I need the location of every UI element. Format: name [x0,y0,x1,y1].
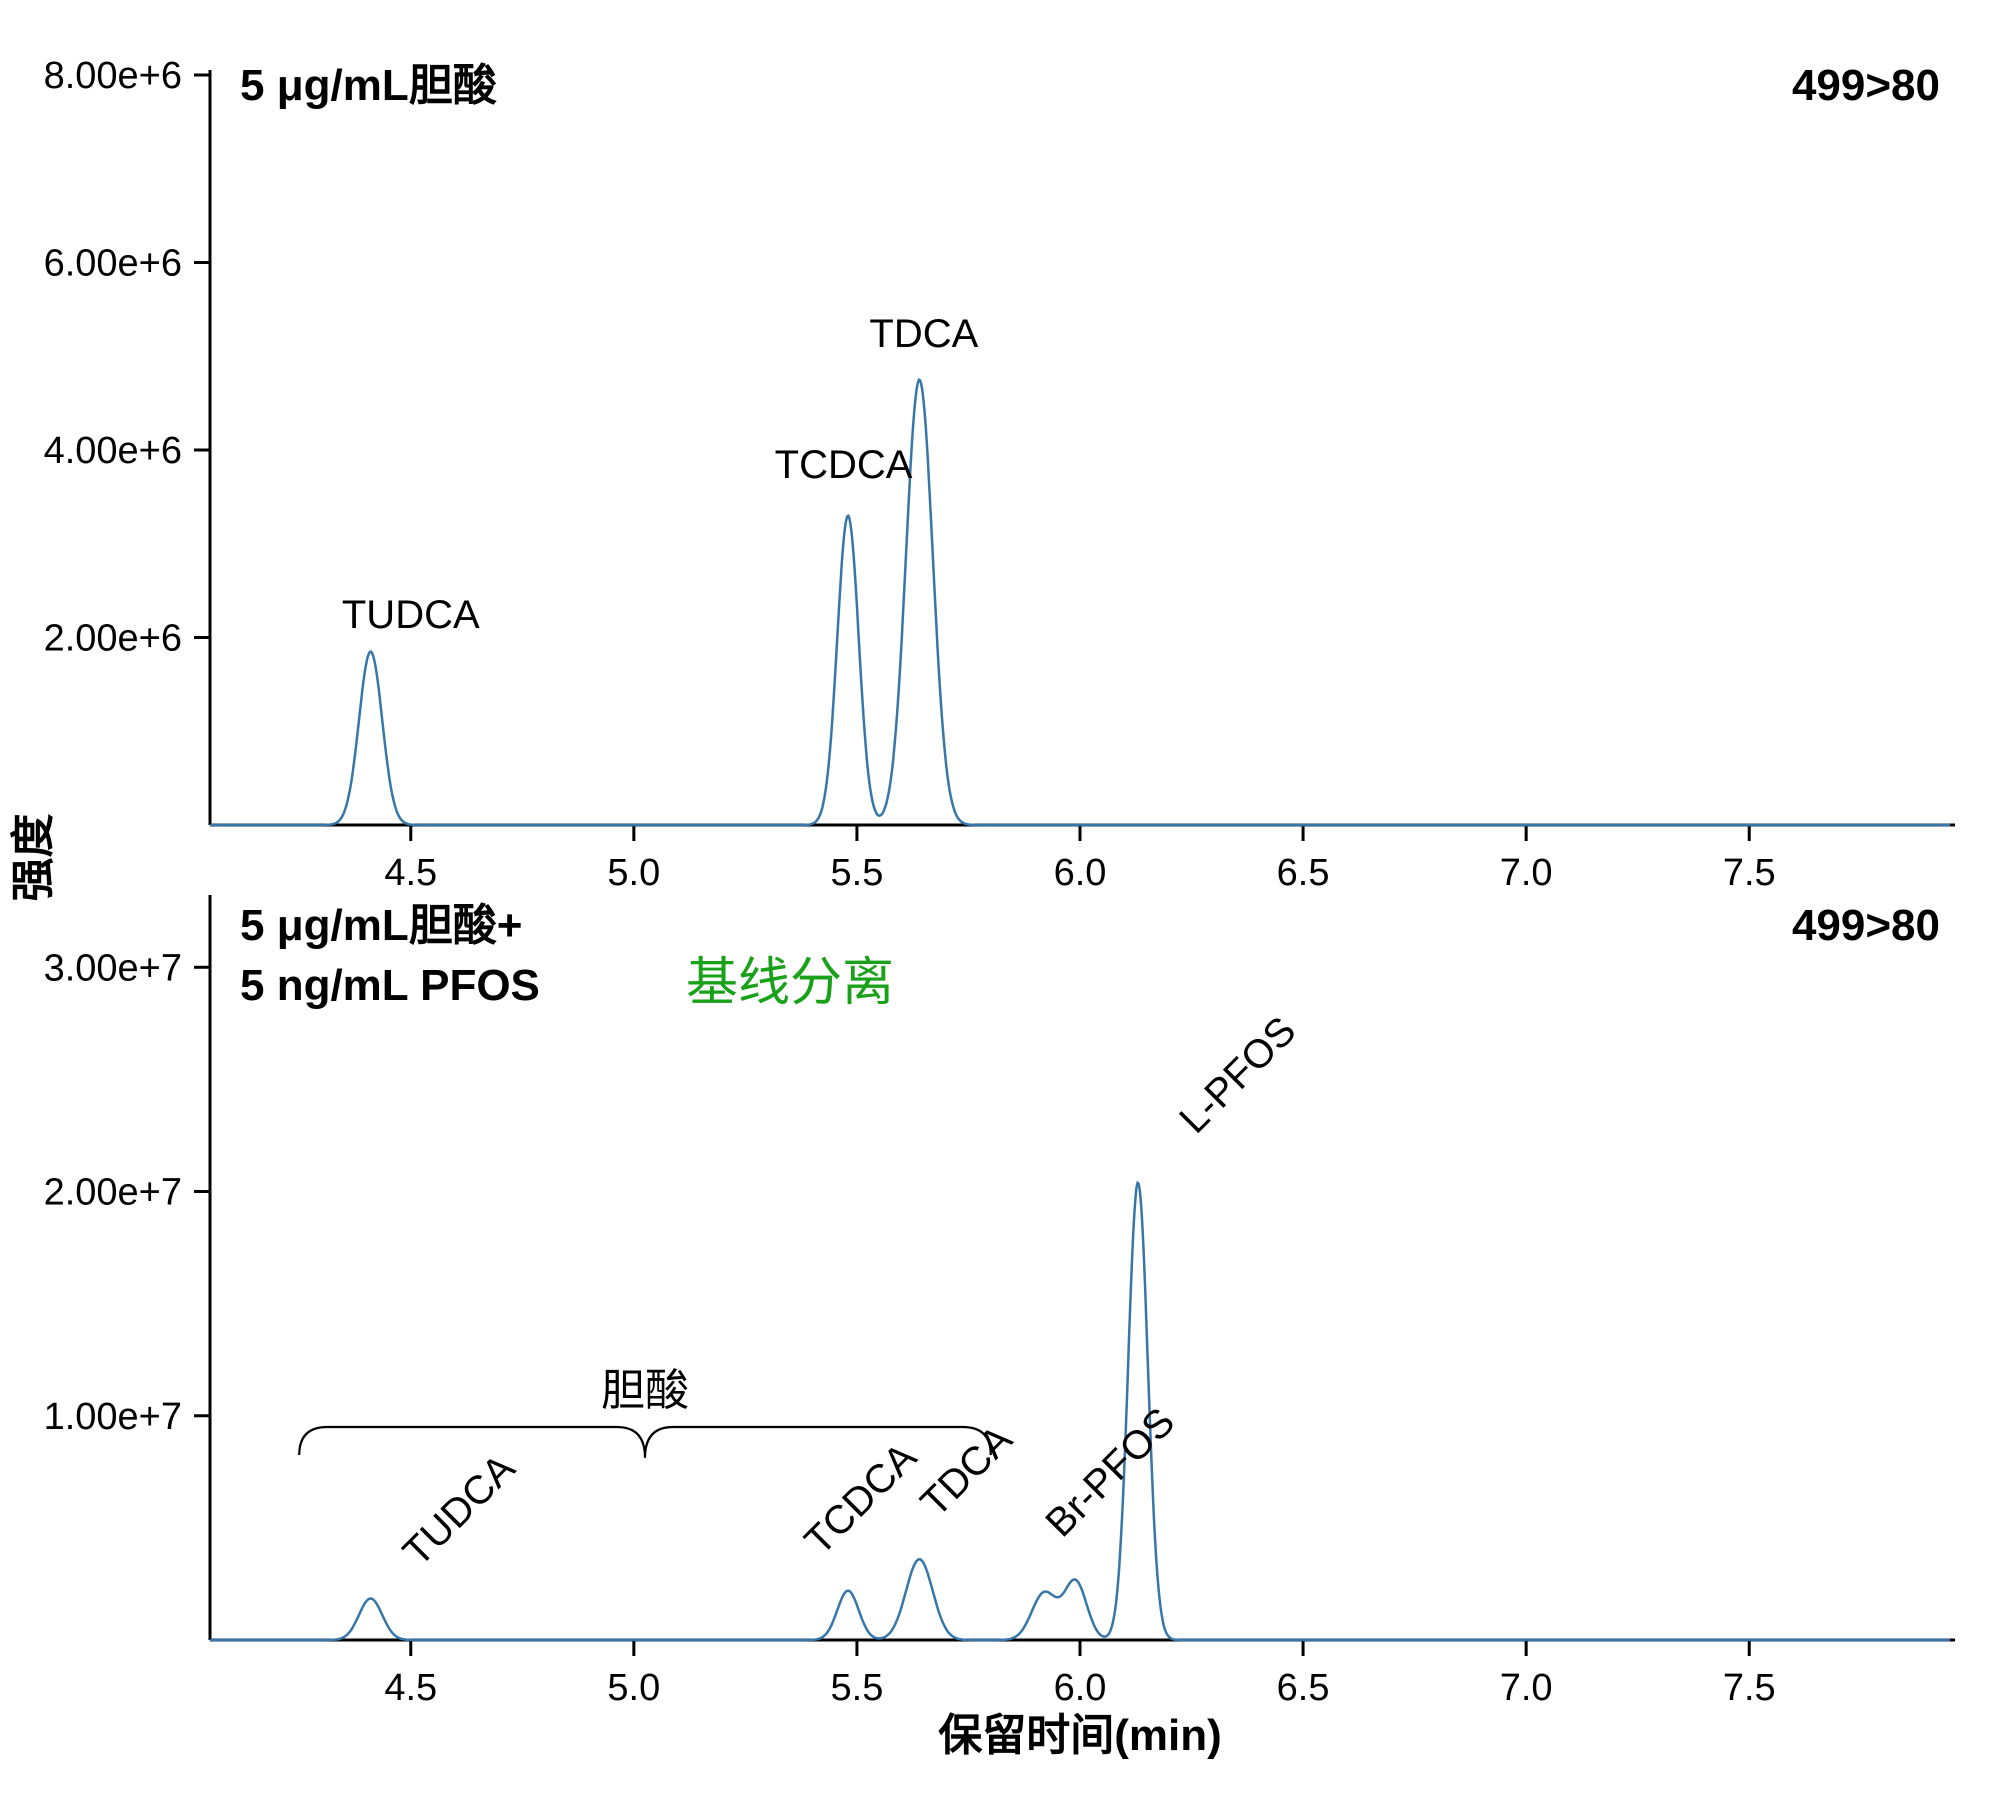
panel-b-title-line1: 5 μg/mL胆酸+ [240,901,522,950]
x-axis-title: 保留时间(min) [938,1711,1222,1760]
peak-label: L-PFOS [1171,1009,1304,1142]
x-tick-label: 4.5 [384,1667,437,1709]
peak-label: TUDCA [395,1446,524,1575]
x-tick-label: 5.0 [607,1667,660,1709]
peak-label: TUDCA [342,593,480,637]
peak-label: TDCA [869,312,978,356]
panel-b-transition-label: 499>80 [1792,901,1940,950]
panel-a: 2.00e+6 4.00e+6 6.00e+6 8.00e+6 4.5 5.0 5.5 6.0… [44,55,1955,894]
x-tick-label: 5.5 [831,852,884,894]
bile-acid-brace-label: 胆酸 [601,1366,689,1415]
y-tick-label: 4.00e+6 [44,430,182,472]
x-tick-label: 7.0 [1500,1667,1553,1709]
x-tick-label: 4.5 [384,852,437,894]
chromatogram-figure: 2.00e+6 4.00e+6 6.00e+6 8.00e+6 4.5 5.0 5.5 6.0… [0,0,2000,1818]
x-tick-label: 7.0 [1500,852,1553,894]
panel-a-title: 5 μg/mL胆酸 [240,61,498,110]
x-tick-label: 5.5 [831,1667,884,1709]
x-tick-label: 7.5 [1723,1667,1776,1709]
y-tick-label: 8.00e+6 [44,55,182,97]
chromatogram-trace [210,1183,1950,1640]
baseline-separation-label: 基线分离 [686,954,894,1012]
x-tick-label: 7.5 [1723,852,1776,894]
panel-b: 1.00e+7 2.00e+7 3.00e+7 4.5 5.0 5.5 6.0 6.5 7.0 7… [44,895,1955,1709]
peak-label: TCDCA [796,1435,925,1564]
y-axis-title: 强度 [9,814,58,902]
peak-label: TDCA [912,1417,1020,1525]
x-tick-label: 6.0 [1054,1667,1107,1709]
x-tick-label: 6.0 [1054,852,1107,894]
panel-b-title-line2: 5 ng/mL PFOS [240,961,540,1010]
y-tick-label: 3.00e+7 [44,947,182,989]
peak-label: Br-PFOS [1037,1400,1183,1546]
y-tick-label: 1.00e+7 [44,1396,182,1438]
peak-label: TCDCA [775,443,913,487]
x-tick-label: 6.5 [1277,1667,1330,1709]
y-tick-label: 2.00e+7 [44,1172,182,1214]
x-tick-label: 6.5 [1277,852,1330,894]
x-tick-label: 5.0 [607,852,660,894]
panel-a-transition-label: 499>80 [1792,61,1940,110]
y-tick-label: 2.00e+6 [44,618,182,660]
y-tick-label: 6.00e+6 [44,243,182,285]
